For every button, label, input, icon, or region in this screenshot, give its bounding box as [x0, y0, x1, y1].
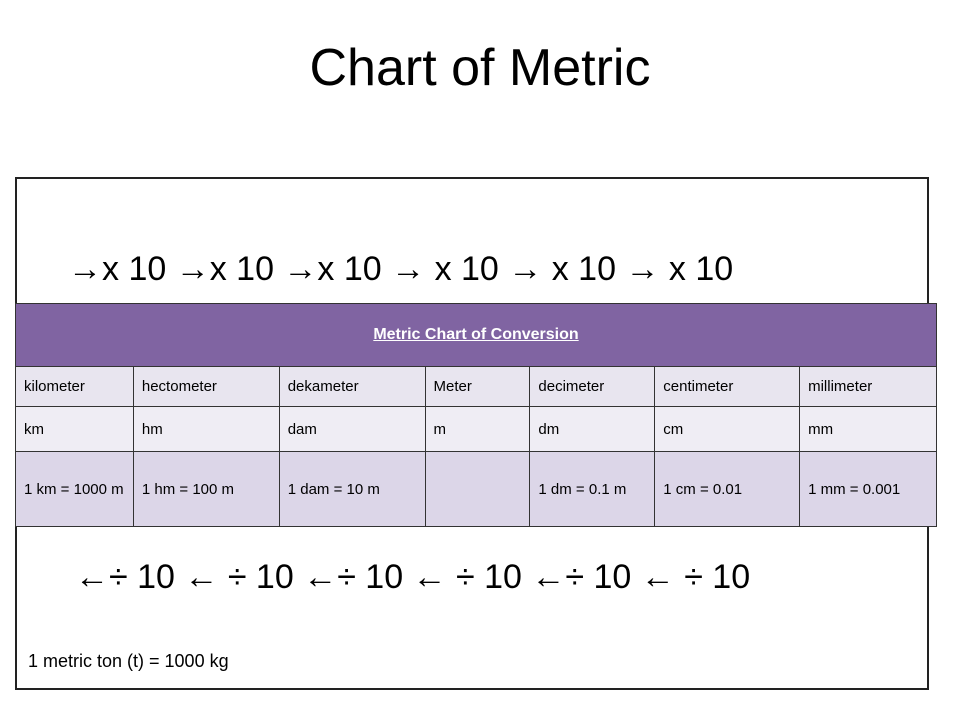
table-cell: [424, 451, 531, 527]
table-cell: 1 mm = 0.001: [799, 451, 937, 527]
table-cell: dm: [529, 406, 656, 452]
table-row: kilometer hectometer dekameter Meter decimet…: [15, 366, 937, 407]
table-cell: 1 dm = 0.1 m: [529, 451, 656, 527]
table-cell: dekameter: [278, 366, 426, 407]
table-cell: decimeter: [529, 366, 656, 407]
table-cell: km: [15, 406, 134, 452]
table-cell: millimeter: [799, 366, 937, 407]
divide-arrows: ←÷ 10 ← ÷ 10 ←÷ 10 ← ÷ 10 ←÷ 10 ← ÷ 10: [75, 558, 751, 596]
table-cell: 1 km = 1000 m: [15, 451, 134, 527]
table-cell: 1 dam = 10 m: [278, 451, 426, 527]
table-cell: hectometer: [132, 366, 280, 407]
footnote: 1 metric ton (t) = 1000 kg: [28, 651, 229, 671]
table-body: kilometer hectometer dekameter Meter decimet…: [15, 366, 937, 527]
multiply-arrows: →x 10 →x 10 →x 10 → x 10 → x 10 → x 10: [68, 250, 734, 288]
table-cell: cm: [654, 406, 801, 452]
table-cell: kilometer: [15, 366, 134, 407]
table-cell: Meter: [424, 366, 531, 407]
conversion-table: Metric Chart of Conversion kilometer hect…: [15, 303, 937, 527]
slide-title: Chart of Metric: [309, 39, 651, 97]
table-row: km hm dam m dm cm mm: [15, 406, 937, 452]
table-cell: dam: [278, 406, 426, 452]
table-cell: centimeter: [654, 366, 801, 407]
table-cell: 1 hm = 100 m: [132, 451, 280, 527]
table-header: Metric Chart of Conversion: [15, 303, 937, 367]
table-cell: 1 cm = 0.01: [654, 451, 801, 527]
table-cell: mm: [799, 406, 937, 452]
table-cell: hm: [132, 406, 280, 452]
table-cell: m: [424, 406, 531, 452]
